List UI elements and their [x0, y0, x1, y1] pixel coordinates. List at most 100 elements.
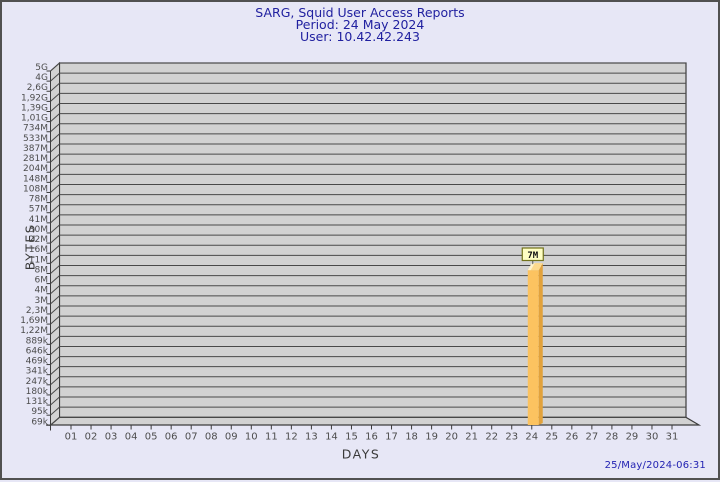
y-wall-diagonal: [50, 346, 60, 355]
y-wall-diagonal: [50, 103, 60, 112]
x-tick-label: 13: [305, 432, 318, 443]
y-wall-diagonal: [50, 113, 60, 122]
chart-wall: [58, 62, 687, 418]
y-wall-diagonal: [50, 62, 60, 72]
y-tick-label: 30M: [29, 225, 48, 235]
y-tick-label: 108M: [23, 184, 48, 194]
y-wall-diagonal: [50, 376, 60, 386]
y-tick-label: 469k: [26, 357, 49, 367]
bar-top-highlight: [527, 263, 535, 271]
y-tick-label: 387M: [23, 144, 48, 154]
x-tick-label: 25: [545, 432, 558, 443]
y-tick-label: 95k: [31, 407, 48, 417]
x-tick-label: 04: [125, 432, 138, 443]
y-tick-label: 3M: [35, 296, 49, 306]
y-tick-label: 281M: [23, 154, 48, 164]
report-period: Period: 24 May 2024: [295, 17, 425, 32]
y-tick-label: 2,6G: [27, 83, 48, 93]
y-tick-label: 4G: [35, 73, 48, 83]
y-wall-diagonal: [50, 133, 60, 143]
y-tick-label: 6M: [35, 276, 49, 286]
y-tick-label: 41M: [29, 215, 48, 225]
y-tick-label: 341k: [26, 367, 49, 377]
x-tick-label: 28: [606, 432, 619, 443]
chart-floor: [48, 416, 702, 426]
y-wall-diagonal: [50, 204, 60, 214]
y-wall-diagonal: [50, 305, 60, 315]
bar-front: [527, 270, 539, 425]
x-tick-label: 14: [325, 432, 338, 443]
y-wall-diagonal: [50, 315, 60, 325]
y-tick-label: 1,39G: [21, 103, 48, 113]
x-tick-label: 23: [505, 432, 518, 443]
y-tick-label: 78M: [29, 195, 48, 205]
y-wall-diagonal: [50, 143, 60, 153]
x-axis-title: DAYS: [341, 446, 381, 462]
y-wall-diagonal: [50, 82, 60, 92]
y-wall-diagonal: [50, 123, 60, 133]
x-tick-label: 17: [385, 432, 398, 443]
y-tick-label: 204M: [23, 164, 48, 174]
x-tick-label: 24: [525, 432, 538, 443]
y-wall-diagonal: [50, 163, 60, 173]
y-wall-diagonal: [50, 265, 60, 274]
y-wall-diagonal: [50, 406, 60, 416]
value-label-box: [521, 247, 544, 262]
y-tick-label: 8M: [35, 265, 49, 275]
y-wall-diagonal: [50, 386, 60, 396]
y-wall-diagonal: [50, 244, 60, 254]
x-tick-label: 22: [485, 432, 498, 443]
x-tick-label: 20: [445, 432, 458, 443]
x-tick-label: 18: [405, 432, 418, 443]
y-tick-label: 646k: [26, 346, 49, 356]
y-tick-label: 533M: [23, 134, 48, 144]
x-tick-label: 07: [185, 432, 198, 443]
y-wall-diagonal: [50, 335, 60, 345]
x-tick-label: 10: [245, 432, 258, 443]
y-wall-diagonal: [50, 366, 60, 376]
y-tick-label: 69k: [31, 417, 48, 427]
x-tick-label: 06: [165, 432, 178, 443]
value-label: 7M: [527, 251, 538, 261]
x-tick-label: 12: [285, 432, 298, 443]
y-wall-diagonal: [50, 295, 60, 305]
y-wall-diagonal: [50, 173, 60, 183]
x-tick-label: 21: [465, 432, 478, 443]
x-tick-label: 09: [225, 432, 238, 443]
y-tick-label: 148M: [23, 174, 48, 184]
y-tick-label: 22M: [29, 235, 48, 245]
y-wall-diagonal: [50, 92, 60, 102]
y-tick-label: 4M: [35, 286, 49, 296]
y-wall-diagonal: [50, 254, 60, 264]
generated-timestamp: 25/May/2024-06:31: [604, 460, 706, 471]
y-tick-label: 57M: [29, 205, 48, 215]
y-tick-label: 734M: [23, 124, 48, 134]
y-tick-label: 11M: [29, 255, 48, 265]
y-wall-diagonal: [50, 194, 60, 203]
report-title: SARG, Squid User Access Reports: [255, 5, 465, 20]
y-tick-label: 889k: [26, 336, 49, 346]
y-wall-diagonal: [50, 275, 60, 284]
x-tick-label: 08: [205, 432, 218, 443]
y-wall-diagonal: [50, 416, 60, 426]
x-tick-label: 30: [646, 432, 659, 443]
bar-side: [538, 263, 543, 425]
y-tick-label: 2,3M: [26, 306, 48, 316]
x-tick-label: 03: [105, 432, 118, 443]
y-wall-diagonal: [50, 214, 60, 224]
y-wall-diagonal: [50, 396, 60, 406]
y-tick-label: 131k: [26, 397, 49, 407]
y-wall-diagonal: [50, 224, 60, 234]
y-wall-diagonal: [50, 285, 60, 295]
y-tick-label: 1,69M: [20, 316, 48, 326]
y-tick-label: 16M: [29, 245, 48, 255]
y-wall-diagonal: [50, 72, 60, 82]
y-tick-label: 1,22M: [20, 326, 48, 336]
x-tick-label: 16: [365, 432, 378, 443]
x-tick-label: 02: [85, 432, 98, 443]
y-wall-diagonal: [50, 356, 60, 365]
x-tick-label: 05: [145, 432, 158, 443]
y-wall-diagonal: [50, 234, 60, 244]
y-wall-diagonal: [50, 153, 60, 163]
x-tick-label: 01: [65, 432, 78, 443]
